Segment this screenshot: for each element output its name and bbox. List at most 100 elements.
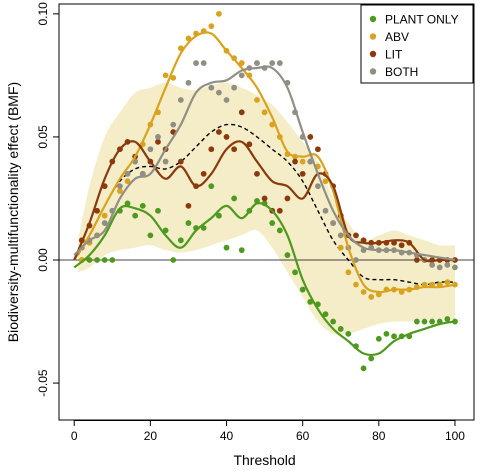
data-point — [444, 316, 451, 322]
data-point — [246, 141, 253, 148]
x-tick-label: 40 — [220, 429, 234, 443]
series-curve-lit — [73, 140, 455, 263]
legend-label-lit: LIT — [385, 48, 403, 62]
data-point — [345, 330, 352, 337]
legend-marker-both — [369, 68, 377, 75]
data-point — [238, 247, 245, 254]
data-point — [269, 220, 276, 226]
data-point — [353, 232, 359, 239]
data-point — [292, 269, 298, 276]
legend-marker-abv — [369, 33, 377, 40]
data-point — [398, 242, 405, 249]
data-point — [185, 79, 192, 86]
data-point — [147, 232, 154, 239]
series-points-plant-only — [78, 183, 458, 372]
data-point — [444, 279, 451, 286]
x-tick-label: 60 — [296, 429, 310, 443]
data-point — [276, 60, 283, 66]
data-point — [162, 158, 169, 165]
x-tick-label: 0 — [71, 429, 78, 443]
data-point — [284, 195, 291, 202]
data-point — [368, 294, 375, 300]
confidence-band-layer — [78, 82, 455, 335]
data-point — [177, 158, 184, 165]
data-point — [200, 60, 207, 66]
y-axis-title: Biodiversity-multifunctionality effect (… — [5, 82, 21, 342]
series-curve-plant-only — [73, 202, 456, 357]
data-point — [299, 170, 306, 177]
data-point — [429, 318, 436, 325]
data-point — [314, 146, 321, 153]
data-point — [162, 227, 169, 234]
data-point — [223, 244, 230, 251]
x-tick-label: 100 — [445, 429, 465, 443]
data-point — [307, 134, 314, 140]
data-point — [124, 200, 131, 207]
data-point — [117, 183, 123, 190]
data-point — [391, 333, 397, 340]
data-point — [322, 178, 329, 185]
data-point — [436, 264, 443, 271]
y-tick-label: 0.05 — [36, 125, 50, 149]
data-point — [170, 121, 177, 128]
data-point — [147, 146, 154, 153]
data-point — [254, 97, 260, 103]
y-axis: -0.05 0.00 0.05 0.10 — [36, 2, 59, 397]
data-point — [223, 97, 230, 103]
data-point — [109, 257, 116, 263]
data-point — [337, 326, 344, 332]
data-point — [170, 257, 177, 263]
data-point — [231, 84, 238, 91]
data-point — [421, 318, 428, 325]
data-point — [231, 195, 238, 202]
data-point — [200, 170, 207, 177]
dashed-mean-curve — [77, 123, 455, 286]
data-point — [223, 134, 230, 140]
data-point — [139, 202, 146, 209]
data-point — [208, 84, 215, 91]
smoothed-curves-layer — [73, 31, 456, 357]
data-point — [276, 227, 283, 234]
legend-marker-plant-only — [369, 15, 377, 23]
data-point — [353, 281, 359, 288]
data-point — [216, 89, 222, 96]
data-point — [413, 318, 420, 325]
data-point — [337, 232, 344, 239]
x-tick-label: 80 — [372, 429, 386, 443]
data-point — [155, 207, 161, 214]
data-point — [345, 269, 352, 276]
data-point — [254, 60, 260, 66]
data-point — [124, 178, 131, 185]
data-point — [452, 318, 458, 325]
confidence-band — [78, 82, 455, 335]
legend-label-both: BOTH — [385, 65, 418, 79]
data-point — [208, 146, 215, 153]
data-point — [193, 60, 199, 66]
data-point — [139, 170, 146, 177]
data-point — [124, 170, 131, 177]
y-tick-label: 0.10 — [36, 2, 50, 26]
data-point — [330, 318, 337, 325]
data-point — [208, 23, 215, 30]
data-point — [117, 188, 123, 194]
data-point — [216, 212, 222, 219]
data-point — [94, 207, 100, 214]
data-point — [444, 262, 451, 268]
data-point — [322, 207, 329, 214]
data-point — [360, 289, 367, 295]
data-point — [216, 10, 222, 17]
data-point — [330, 220, 337, 226]
data-point — [452, 257, 458, 263]
data-point — [216, 129, 222, 135]
data-point — [94, 257, 100, 263]
data-point — [238, 72, 245, 79]
data-point — [276, 207, 283, 214]
data-point — [185, 202, 192, 209]
legend-box — [360, 4, 474, 84]
data-point — [177, 237, 184, 244]
data-point — [299, 286, 306, 293]
data-point — [261, 195, 268, 202]
legend-marker-lit — [369, 50, 377, 58]
data-point — [238, 109, 245, 116]
